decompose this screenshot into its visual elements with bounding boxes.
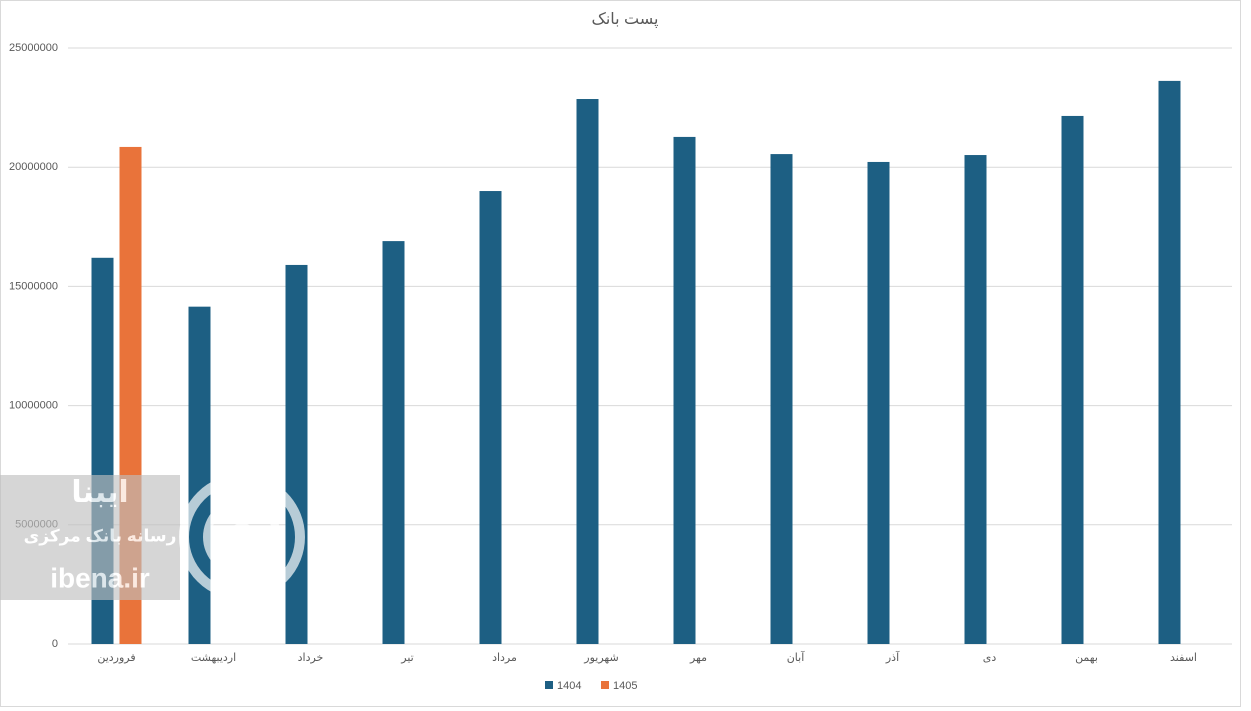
x-tick-label: اردیبهشت	[191, 652, 236, 664]
bar	[188, 306, 211, 644]
y-tick-label: 0	[52, 638, 58, 650]
legend-label: 1404	[557, 680, 581, 692]
legend-swatch	[545, 681, 553, 689]
x-tick-label: دی	[983, 652, 997, 664]
x-tick-label: مرداد	[492, 652, 517, 664]
bar	[1158, 80, 1181, 645]
legend-swatch	[601, 681, 609, 689]
bar	[1061, 115, 1084, 645]
y-tick-label: 20000000	[9, 161, 58, 173]
legend-label: 1405	[613, 680, 637, 692]
watermark-text: ibena.ir	[50, 562, 150, 593]
bar	[382, 241, 405, 644]
x-tick-label: بهمن	[1075, 652, 1098, 664]
x-tick-label: فروردین	[97, 652, 135, 664]
watermark-text: ایبنا	[71, 476, 128, 509]
watermark-text: رسانه بانک مرکزی	[24, 526, 177, 546]
bar	[576, 99, 599, 645]
bar	[479, 191, 502, 645]
bar	[867, 161, 890, 644]
bar	[673, 136, 696, 644]
x-tick-label: خرداد	[298, 652, 324, 664]
x-tick-label: مهر	[689, 652, 707, 664]
watermark-logo	[203, 498, 281, 576]
x-tick-label: آذر	[885, 650, 900, 664]
y-tick-label: 25000000	[9, 42, 58, 54]
y-tick-label: 15000000	[9, 280, 58, 292]
x-tick-label: تیر	[400, 652, 413, 664]
bar	[964, 155, 987, 644]
x-tick-label: اسفند	[1170, 652, 1197, 664]
y-tick-label: 10000000	[9, 400, 58, 412]
watermark: ایبنا رسانه بانک مرکزی ibena.ir	[0, 474, 305, 600]
bar	[285, 264, 308, 644]
watermark-logo	[228, 523, 256, 551]
watermark-bg	[0, 475, 180, 600]
watermark-logo	[179, 474, 305, 600]
x-tick-label: آبان	[787, 650, 805, 664]
chart-title: پست بانک	[592, 11, 659, 29]
x-tick-label: شهریور	[583, 652, 618, 664]
bar	[770, 154, 793, 644]
